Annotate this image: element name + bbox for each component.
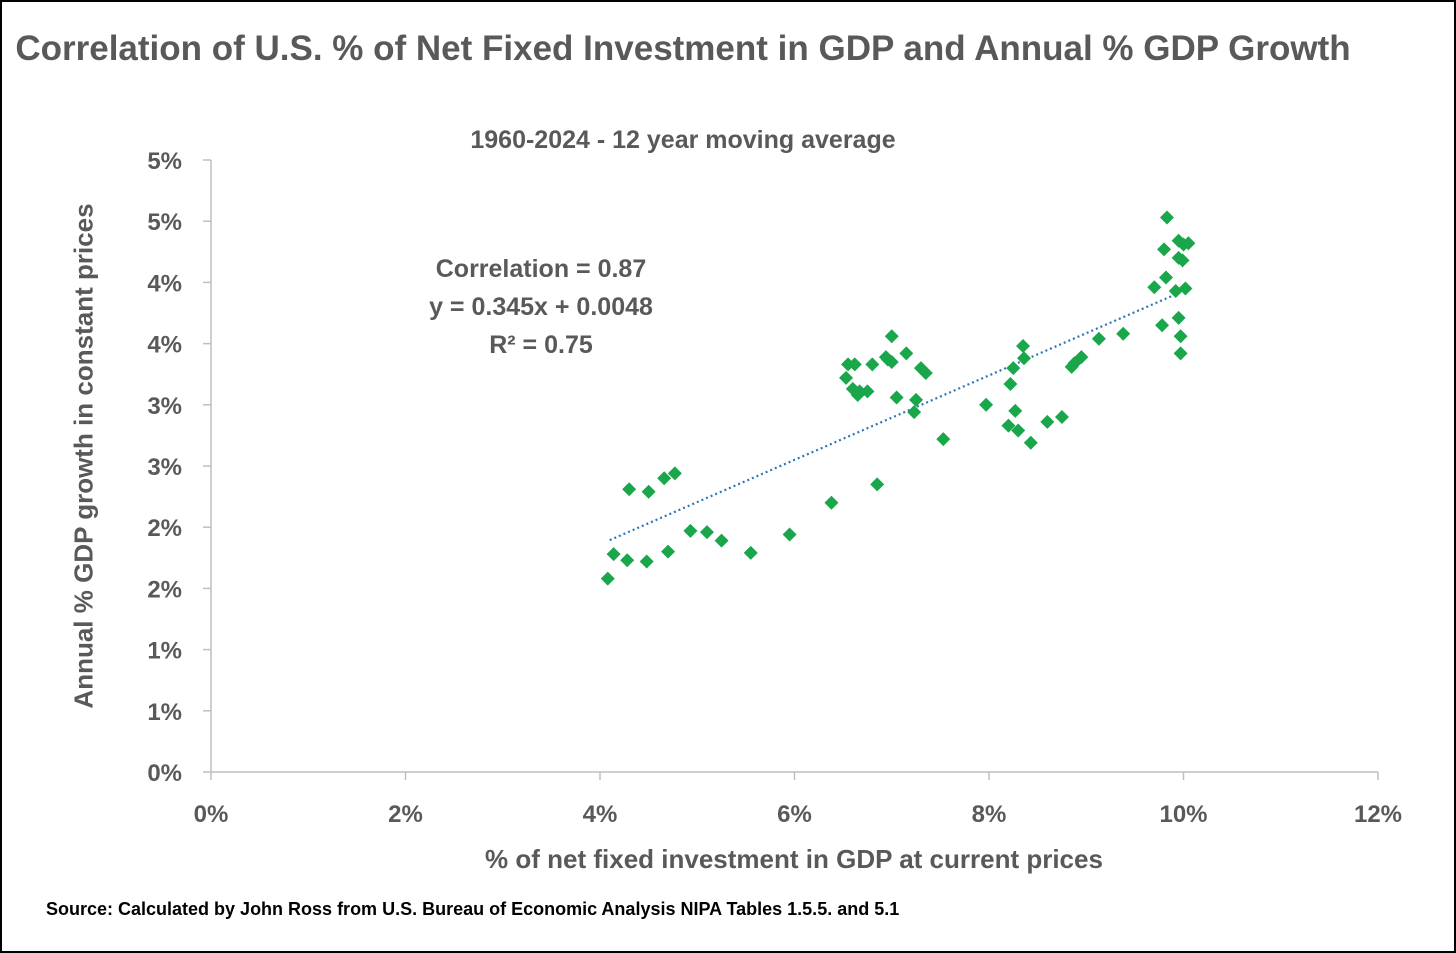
x-tick-label: 8%	[972, 801, 1007, 828]
data-point	[782, 527, 797, 542]
data-point	[860, 384, 875, 399]
data-point	[661, 544, 676, 559]
data-point	[1168, 283, 1183, 298]
data-point	[683, 523, 698, 538]
r-squared-text: R² = 0.75	[489, 331, 593, 359]
y-tick-label: 1%	[147, 638, 182, 665]
correlation-text: Correlation = 0.87	[435, 255, 647, 283]
x-tick-label: 12%	[1354, 801, 1402, 828]
y-tick-label: 1%	[147, 699, 182, 726]
data-point	[699, 525, 714, 540]
trendline	[609, 289, 1184, 542]
data-point	[620, 553, 635, 568]
data-point	[1173, 346, 1188, 361]
data-point	[1011, 423, 1026, 438]
data-point	[1181, 236, 1196, 251]
y-tick-label: 5%	[147, 209, 182, 236]
data-point	[979, 397, 994, 412]
data-point	[1155, 318, 1170, 333]
data-point	[1006, 361, 1021, 376]
chart-subtitle: 1960-2024 - 12 year moving average	[470, 126, 896, 154]
data-point	[1016, 339, 1031, 354]
chart-title: Correlation of U.S. % of Net Fixed Inves…	[15, 29, 1351, 68]
y-tick-label: 3%	[147, 393, 182, 420]
data-point	[657, 471, 672, 486]
x-axis-label: % of net fixed investment in GDP at curr…	[485, 844, 1103, 874]
data-point	[899, 346, 914, 361]
regression-annotation: Correlation = 0.87 y = 0.345x + 0.0048 R…	[429, 250, 653, 364]
y-tick-label: 2%	[147, 576, 182, 603]
y-tick-label: 5%	[147, 148, 182, 175]
y-tick-label: 3%	[147, 454, 182, 481]
data-point	[639, 554, 654, 569]
data-point	[852, 384, 867, 399]
x-tick-label: 2%	[388, 801, 423, 828]
data-point	[1008, 403, 1023, 418]
data-point	[1147, 280, 1162, 295]
data-point	[909, 392, 924, 407]
data-point	[884, 329, 899, 344]
data-point	[870, 477, 885, 492]
data-point	[1074, 350, 1089, 365]
data-point	[667, 466, 682, 481]
data-point	[641, 484, 656, 499]
y-tick-label: 4%	[147, 270, 182, 297]
data-point	[1017, 351, 1032, 366]
data-point	[1171, 310, 1186, 325]
y-tick-label: 0%	[147, 760, 182, 787]
data-point	[839, 370, 854, 385]
data-point	[847, 357, 862, 372]
data-point	[1158, 270, 1173, 285]
data-point	[889, 390, 904, 405]
data-point	[884, 354, 899, 369]
data-point	[1175, 253, 1190, 268]
data-point	[743, 545, 758, 560]
data-point	[936, 432, 951, 447]
x-tick-label: 0%	[194, 801, 229, 828]
data-point	[714, 533, 729, 548]
x-tick-label: 4%	[583, 801, 618, 828]
equation-text: y = 0.345x + 0.0048	[429, 293, 653, 321]
data-point	[1173, 329, 1188, 344]
y-tick-label: 2%	[147, 515, 182, 542]
data-point	[1001, 418, 1016, 433]
data-point	[918, 365, 933, 380]
data-point	[1023, 435, 1038, 450]
source-note: Source: Calculated by John Ross from U.S…	[46, 899, 900, 919]
data-point	[1157, 242, 1172, 257]
data-point	[865, 357, 880, 372]
data-point	[1178, 281, 1193, 296]
data-point	[824, 495, 839, 510]
data-point	[622, 482, 637, 497]
y-tick-label: 4%	[147, 332, 182, 359]
x-tick-label: 10%	[1159, 801, 1207, 828]
data-point	[1054, 410, 1069, 425]
y-axis-label: Annual % GDP growth in constant prices	[68, 203, 99, 709]
data-point	[1091, 331, 1106, 346]
data-point	[606, 547, 621, 562]
data-point	[1159, 210, 1174, 225]
data-point	[1040, 414, 1055, 429]
x-tick-label: 6%	[777, 801, 812, 828]
data-point	[1116, 326, 1131, 341]
data-point	[907, 405, 922, 420]
data-point	[600, 571, 615, 586]
data-point	[1003, 376, 1018, 391]
